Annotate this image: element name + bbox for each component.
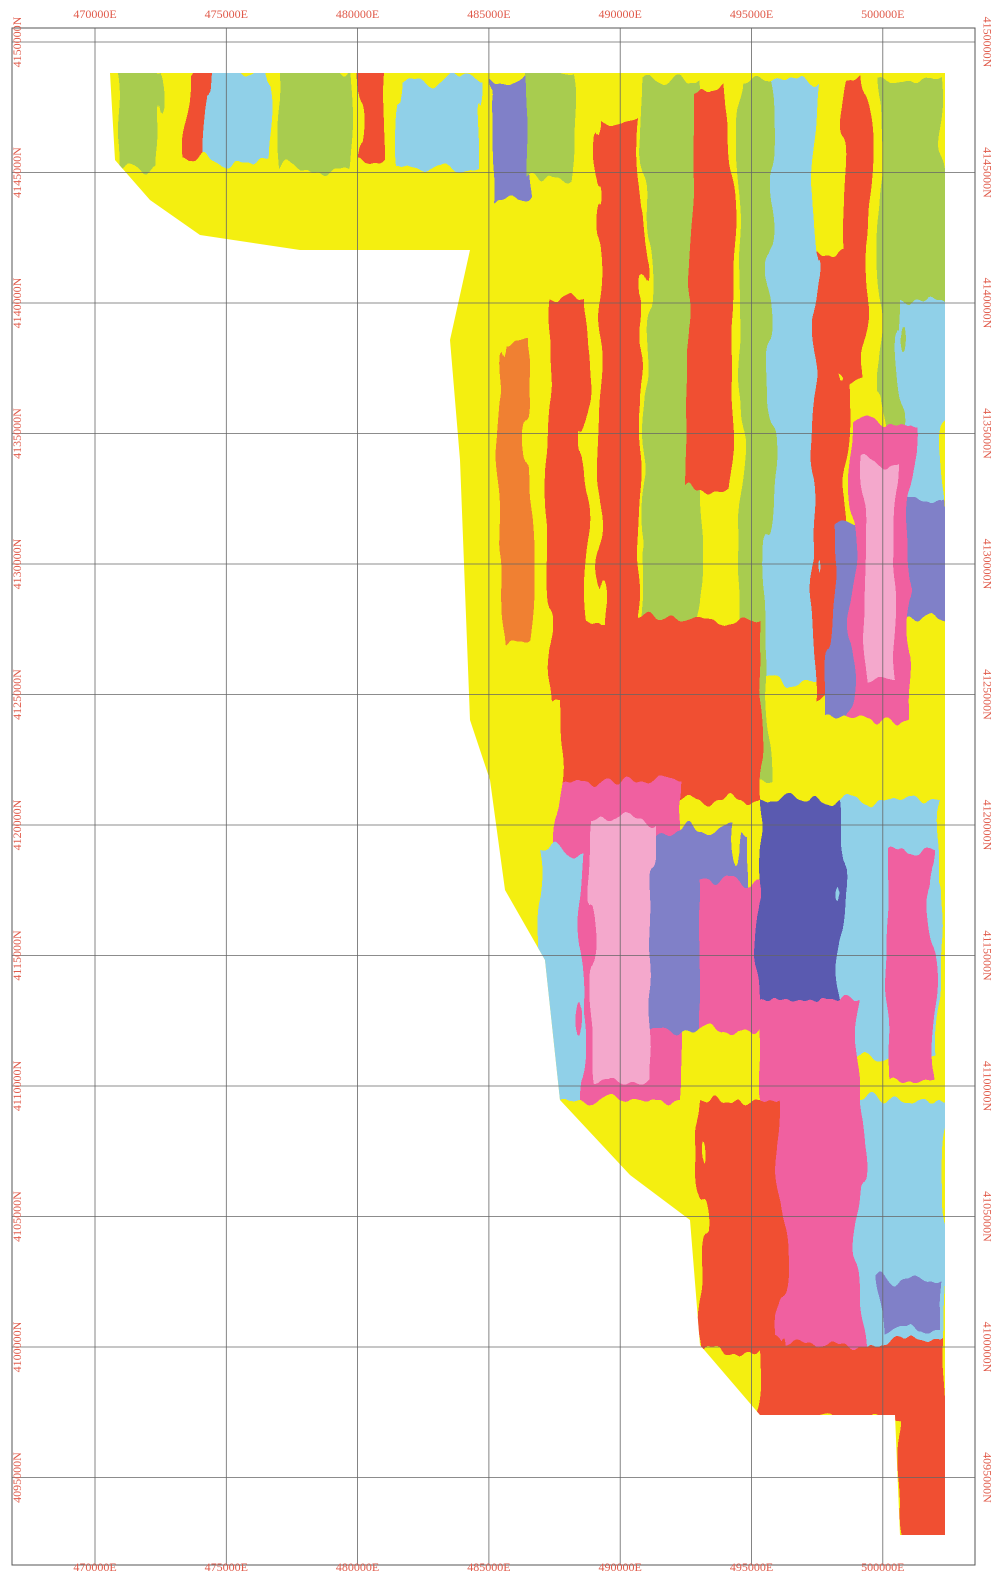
northing-label-right: 4095000N: [980, 1452, 994, 1503]
northing-label-right: 4135000N: [980, 408, 994, 459]
northing-label-right: 4105000N: [980, 1191, 994, 1242]
northing-label-right: 4120000N: [980, 800, 994, 851]
northing-label-right: 4115000N: [980, 930, 994, 981]
northing-label-right: 4140000N: [980, 278, 994, 329]
anomaly-raster: [100, 60, 950, 1550]
northing-label-left: 4140000N: [10, 277, 24, 328]
easting-label-top: 500000E: [861, 7, 904, 21]
easting-label-top: 485000E: [467, 7, 510, 21]
northing-label-left: 4130000N: [10, 538, 24, 589]
northing-label-right: 4130000N: [980, 539, 994, 590]
northing-label-right: 4100000N: [980, 1322, 994, 1373]
northing-label-right: 4125000N: [980, 669, 994, 720]
easting-label-bottom: 500000E: [861, 1560, 904, 1574]
northing-label-left: 4145000N: [10, 147, 24, 198]
easting-label-bottom: 475000E: [205, 1560, 248, 1574]
map: 470000E 470000E 475000E 475000E 480000E 48000…: [0, 0, 1003, 1575]
easting-label-top: 490000E: [599, 7, 642, 21]
easting-label-bottom: 480000E: [336, 1560, 379, 1574]
easting-label-bottom: 470000E: [73, 1560, 116, 1574]
northing-label-left: 4150000N: [10, 16, 24, 67]
page: 470000E 470000E 475000E 475000E 480000E 48000…: [0, 0, 1003, 1575]
easting-label-bottom: 485000E: [467, 1560, 510, 1574]
northing-label-left: 4115000N: [10, 930, 24, 981]
easting-label-bottom: 495000E: [730, 1560, 773, 1574]
northing-label-right: 4145000N: [980, 147, 994, 198]
northing-label-right: 4150000N: [980, 17, 994, 68]
easting-label-bottom: 490000E: [599, 1560, 642, 1574]
easting-label-top: 495000E: [730, 7, 773, 21]
easting-label-top: 470000E: [73, 7, 116, 21]
easting-label-top: 475000E: [205, 7, 248, 21]
northing-label-left: 4095000N: [10, 1452, 24, 1503]
northing-label-left: 4105000N: [10, 1191, 24, 1242]
northing-label-left: 4110000N: [10, 1061, 24, 1112]
northing-label-left: 4135000N: [10, 408, 24, 459]
easting-label-top: 480000E: [336, 7, 379, 21]
northing-label-left: 4120000N: [10, 799, 24, 850]
northing-label-left: 4100000N: [10, 1321, 24, 1372]
northing-label-left: 4125000N: [10, 669, 24, 720]
northing-label-right: 4110000N: [980, 1061, 994, 1112]
